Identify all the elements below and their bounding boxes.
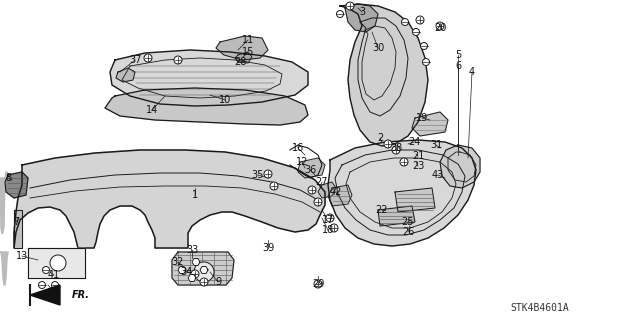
Circle shape xyxy=(330,224,338,232)
Text: 14: 14 xyxy=(146,105,158,115)
Circle shape xyxy=(416,16,424,24)
Text: 31: 31 xyxy=(430,140,442,150)
Polygon shape xyxy=(188,275,196,281)
Text: 2: 2 xyxy=(377,133,383,143)
Circle shape xyxy=(346,2,354,10)
Text: 39: 39 xyxy=(262,243,274,253)
Polygon shape xyxy=(30,285,60,305)
Text: 18: 18 xyxy=(322,225,334,235)
Polygon shape xyxy=(318,182,336,198)
Circle shape xyxy=(270,182,278,190)
Text: 34: 34 xyxy=(180,267,192,277)
Polygon shape xyxy=(345,4,378,32)
Polygon shape xyxy=(192,258,200,265)
Circle shape xyxy=(194,262,214,282)
Text: 23: 23 xyxy=(412,161,424,171)
Text: 20: 20 xyxy=(434,23,446,33)
Polygon shape xyxy=(328,140,476,246)
Circle shape xyxy=(392,146,400,154)
Text: 30: 30 xyxy=(372,43,384,53)
Text: 27: 27 xyxy=(316,177,328,187)
Text: 5: 5 xyxy=(455,50,461,60)
Polygon shape xyxy=(0,172,8,234)
Circle shape xyxy=(51,281,58,288)
Text: 24: 24 xyxy=(408,137,420,147)
Text: 12: 12 xyxy=(296,157,308,167)
Circle shape xyxy=(384,140,392,148)
Polygon shape xyxy=(105,88,308,125)
Text: 26: 26 xyxy=(402,227,414,237)
Polygon shape xyxy=(28,248,85,278)
Circle shape xyxy=(401,19,408,26)
Text: 4: 4 xyxy=(469,67,475,77)
Polygon shape xyxy=(178,267,186,273)
Circle shape xyxy=(144,54,152,62)
Text: 9: 9 xyxy=(215,277,221,287)
Text: 25: 25 xyxy=(402,217,414,227)
Polygon shape xyxy=(340,4,428,146)
Polygon shape xyxy=(378,206,415,226)
Polygon shape xyxy=(14,210,22,248)
Text: 13: 13 xyxy=(16,251,28,261)
Polygon shape xyxy=(235,52,252,63)
Circle shape xyxy=(191,270,199,278)
Circle shape xyxy=(314,280,322,288)
Circle shape xyxy=(436,22,444,30)
Text: 17: 17 xyxy=(322,215,334,225)
Text: 28: 28 xyxy=(234,57,246,67)
Circle shape xyxy=(174,56,182,64)
Polygon shape xyxy=(14,150,325,248)
Polygon shape xyxy=(328,185,352,206)
Circle shape xyxy=(308,186,316,194)
Polygon shape xyxy=(172,252,234,285)
Circle shape xyxy=(326,214,334,222)
Text: 22: 22 xyxy=(376,205,388,215)
Polygon shape xyxy=(216,36,268,60)
Polygon shape xyxy=(0,252,8,285)
Polygon shape xyxy=(298,158,325,178)
Circle shape xyxy=(42,266,49,273)
Circle shape xyxy=(420,42,428,49)
Text: 10: 10 xyxy=(219,95,231,105)
Circle shape xyxy=(200,278,208,286)
Circle shape xyxy=(422,58,429,65)
Text: 33: 33 xyxy=(186,245,198,255)
Text: 43: 43 xyxy=(432,170,444,180)
Text: 7: 7 xyxy=(13,217,19,227)
Circle shape xyxy=(400,158,408,166)
Text: 35: 35 xyxy=(252,170,264,180)
Text: 37: 37 xyxy=(129,55,141,65)
Text: STK4B4601A: STK4B4601A xyxy=(511,303,570,313)
Text: 15: 15 xyxy=(242,47,254,57)
Text: 1: 1 xyxy=(192,190,198,200)
Circle shape xyxy=(264,170,272,178)
Text: 19: 19 xyxy=(416,113,428,123)
Text: FR.: FR. xyxy=(72,290,90,300)
Polygon shape xyxy=(116,68,135,82)
Circle shape xyxy=(413,28,419,35)
Polygon shape xyxy=(395,188,435,212)
Polygon shape xyxy=(440,145,480,188)
Text: 21: 21 xyxy=(412,151,424,161)
Text: 3: 3 xyxy=(359,7,365,17)
Text: 8: 8 xyxy=(5,173,11,183)
Circle shape xyxy=(337,11,344,18)
Text: 11: 11 xyxy=(242,35,254,45)
Text: 41: 41 xyxy=(48,270,60,280)
Circle shape xyxy=(314,198,322,206)
Circle shape xyxy=(38,281,45,288)
Polygon shape xyxy=(110,50,308,106)
Text: 29: 29 xyxy=(312,279,324,289)
Text: 32: 32 xyxy=(172,257,184,267)
Text: 36: 36 xyxy=(304,165,316,175)
Polygon shape xyxy=(412,112,448,136)
Text: 38: 38 xyxy=(390,143,402,153)
Polygon shape xyxy=(200,267,208,273)
Text: 42: 42 xyxy=(330,187,342,197)
Text: 40: 40 xyxy=(48,287,60,297)
Text: 6: 6 xyxy=(455,61,461,71)
Text: 16: 16 xyxy=(292,143,304,153)
Polygon shape xyxy=(5,172,28,198)
Circle shape xyxy=(50,255,66,271)
